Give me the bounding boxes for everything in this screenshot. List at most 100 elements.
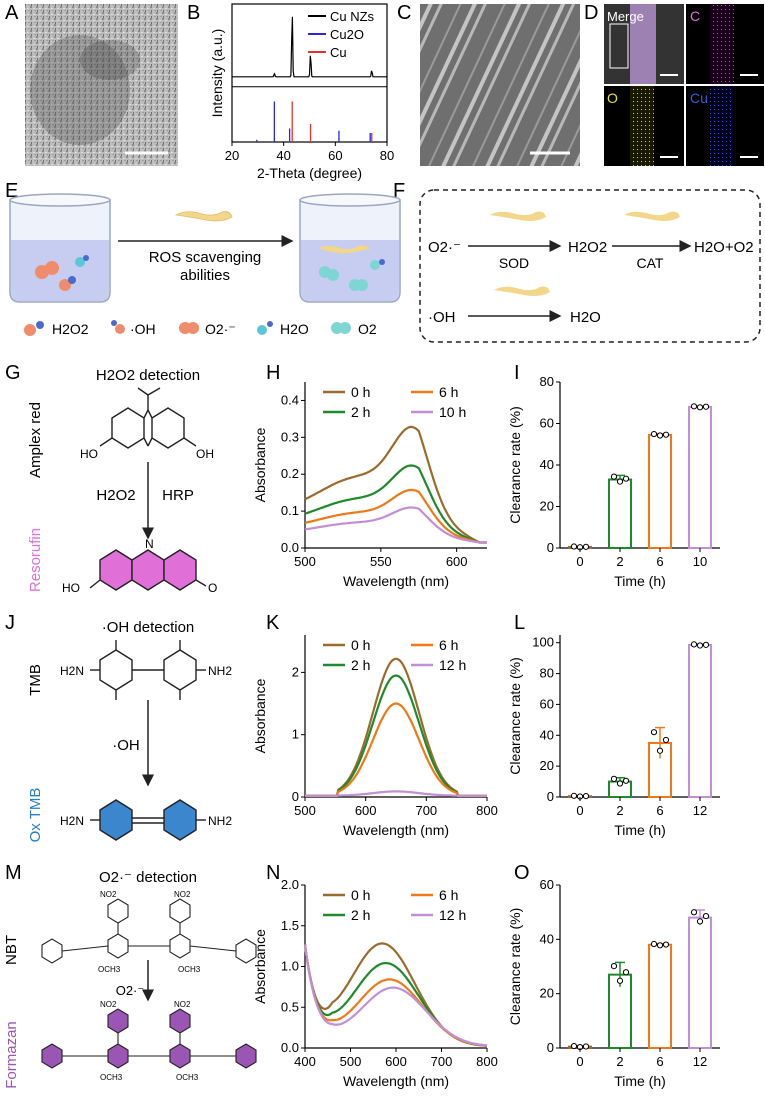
plot-frame <box>231 3 388 143</box>
y-tick-label: 1.0 <box>281 959 299 974</box>
data-point <box>570 1042 578 1050</box>
g-reagent: H2O2 <box>96 487 135 504</box>
chart-n: 0.0 0.5 1.0 1.5 2.0 Wavelength (nm) Absorbance… <box>252 877 498 1089</box>
nbt-och3-left: OCH3 <box>98 965 121 974</box>
y-tick-label: 0 <box>292 789 299 804</box>
x-tick-label: 6 <box>656 1054 663 1069</box>
x-tick-label: 500 <box>294 803 316 818</box>
y-tick-label: 0.0 <box>281 1040 299 1055</box>
chart-h: 0.0 0.1 0.2 0.3 0.4 Wavelength (nm) Absorbance… <box>252 382 487 589</box>
ros-legend <box>24 320 351 336</box>
j-title: ·OH detection <box>102 619 195 636</box>
resorufin-structure <box>89 549 207 591</box>
chart-k: 0 1 2 Wavelength (nm) Absorbance 500 600 700 800… <box>252 635 498 838</box>
data-point <box>650 940 658 948</box>
y-tick-label: 0 <box>547 540 554 555</box>
panel-label-l: L <box>514 612 526 634</box>
x-tick-label: 80 <box>380 148 394 163</box>
eds-merge-label: Merge <box>607 9 644 24</box>
y-tick-label: 60 <box>540 696 554 711</box>
beaker-right <box>299 193 401 303</box>
series-line-6-h <box>305 702 487 797</box>
y-axis-label: Clearance rate (%) <box>507 406 523 524</box>
x-tick-label: 60 <box>328 148 342 163</box>
m-top-label: NBT <box>3 935 20 965</box>
panel-label-c: C <box>397 2 412 24</box>
oxtmb-h2n: H2N <box>60 814 84 828</box>
y-axis-label: Absorbance <box>252 929 268 1004</box>
x-tick-label: 800 <box>476 1054 498 1069</box>
formazan-no2-left: NO2 <box>100 1000 117 1009</box>
series-line-10-h <box>304 506 487 544</box>
bar-2 <box>608 478 632 549</box>
formazan-och3-right: OCH3 <box>176 1073 199 1082</box>
formazan-structure <box>41 1008 257 1069</box>
legend-label: 0 h <box>351 887 370 903</box>
m-title: O2·⁻ detection <box>99 869 197 886</box>
j-reagent: ·OH <box>112 737 140 754</box>
nanozyme-icon <box>494 286 550 296</box>
y-tick-label: 0 <box>547 789 554 804</box>
legend-label: 0 h <box>351 384 370 400</box>
legend-label: 6 h <box>439 887 458 903</box>
data-point <box>616 780 624 787</box>
eds-maps <box>604 4 764 166</box>
y-tick-label: 80 <box>540 666 554 681</box>
y-tick-label: 20 <box>540 499 554 514</box>
resorufin-ho: HO <box>62 581 80 595</box>
x-tick-label: 2 <box>616 554 623 569</box>
y-axis-label: Intensity (a.u.) <box>209 29 225 118</box>
data-point <box>662 941 670 948</box>
legend-label: Cu <box>330 45 347 60</box>
y-tick-label: 0.4 <box>281 392 299 407</box>
data-point <box>696 918 704 925</box>
tmb-h2n: H2N <box>60 664 84 678</box>
j-bottom-label: Ox TMB <box>27 788 44 843</box>
xrd-chart: 20 40 60 80 2-Theta (degree) Intensity (a.u.)… <box>209 3 394 181</box>
nbt-no2-right: NO2 <box>174 890 191 899</box>
bar-6 <box>648 433 672 550</box>
panel-label-g: G <box>5 362 21 384</box>
series-line-0-h <box>305 657 487 797</box>
y-tick-label: 40 <box>540 931 554 946</box>
series-line-2-h <box>304 464 487 544</box>
ox-tmb-structure <box>90 799 206 841</box>
legend-superoxide: O2·⁻ <box>205 321 236 337</box>
data-point <box>650 430 658 438</box>
panel-label-k: K <box>266 612 280 634</box>
series-line-0-h <box>304 425 487 544</box>
panel-label-d: D <box>584 2 599 24</box>
chart-o: 0 20 40 60 Time (h) Clearance rate (%) 0 2 6 12 <box>507 877 720 1089</box>
data-point <box>656 747 664 754</box>
x-tick-label: 10 <box>693 554 707 569</box>
chart-i: 0 20 40 60 80 Time (h) Clearance rate (%) 0 2 6 10 <box>507 374 720 589</box>
legend-o2: O2 <box>358 321 377 337</box>
legend-oh: ·OH <box>130 321 156 337</box>
legend-label: Cu NZs <box>330 9 375 24</box>
bar-12 <box>688 644 712 798</box>
panel-label-m: M <box>5 862 22 884</box>
sem-image <box>420 4 580 166</box>
f-superoxide: O2·⁻ <box>428 239 461 256</box>
g-bottom-label: Resorufin <box>27 528 44 592</box>
data-point <box>690 403 698 410</box>
y-axis-label: Clearance rate (%) <box>507 657 523 775</box>
data-point <box>650 729 658 736</box>
legend-label: 10 h <box>439 404 466 420</box>
x-tick-label: 0 <box>576 1054 583 1069</box>
data-point <box>610 962 618 970</box>
data-point <box>662 431 670 438</box>
x-axis-label: Wavelength (nm) <box>343 1073 449 1089</box>
m-reagent: O2·⁻ <box>116 983 145 998</box>
tmb-structure <box>90 640 206 700</box>
x-tick-label: 40 <box>276 148 290 163</box>
tem-image <box>25 4 178 166</box>
x-axis-label: Wavelength (nm) <box>343 822 449 838</box>
bar-6 <box>648 943 672 1049</box>
y-tick-label: 40 <box>540 457 554 472</box>
x-tick-label: 12 <box>693 803 707 818</box>
y-tick-label: 20 <box>540 758 554 773</box>
data-point <box>622 777 630 784</box>
x-axis-label: Time (h) <box>614 573 666 589</box>
resorufin-n: N <box>145 537 154 551</box>
